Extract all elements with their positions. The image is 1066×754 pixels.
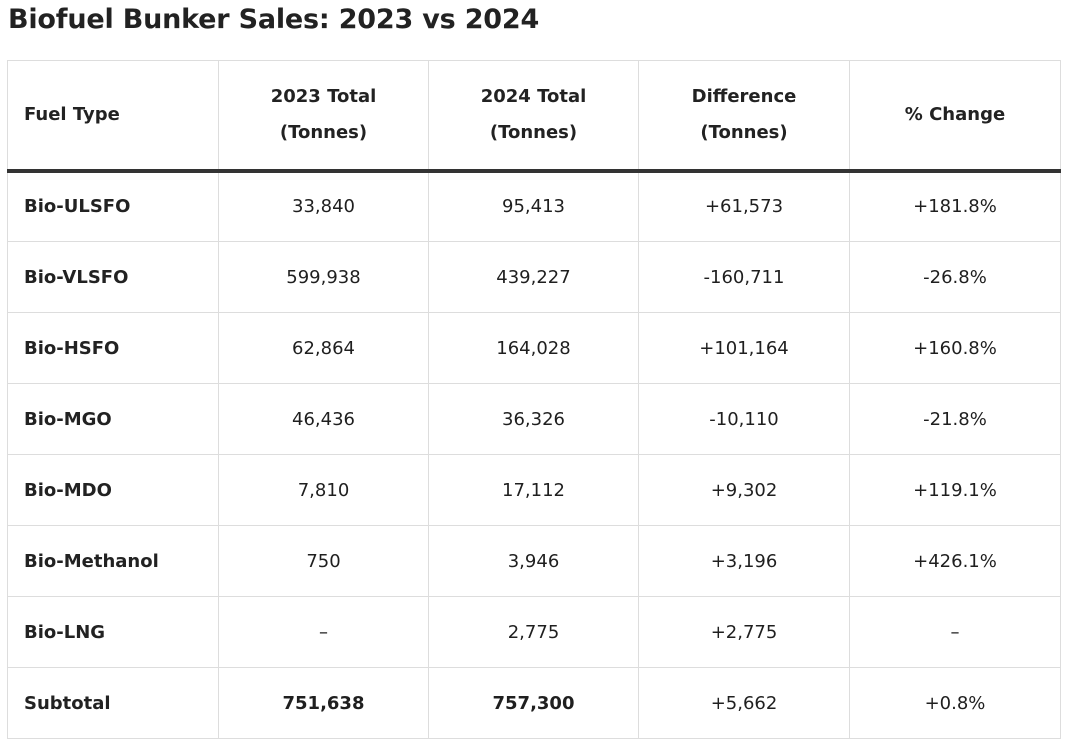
cell-2023-total: 33,840	[218, 170, 429, 242]
cell-percent-change: -21.8%	[849, 383, 1061, 455]
cell-2024-total: 2,775	[428, 596, 639, 668]
cell-subtotal-difference: +5,662	[638, 667, 850, 739]
cell-2023-total: 46,436	[218, 383, 429, 455]
cell-percent-change: +160.8%	[849, 312, 1061, 384]
cell-percent-change: +181.8%	[849, 170, 1061, 242]
table-row: Bio-Methanol 750 3,946 +3,196 +426.1%	[7, 525, 1061, 597]
header-percent-change: % Change	[849, 60, 1061, 173]
header-difference-line2: (Tonnes)	[700, 121, 788, 143]
cell-fuel-type: Bio-MGO	[7, 383, 219, 455]
cell-2023-total: 7,810	[218, 454, 429, 526]
header-fuel-type-label: Fuel Type	[24, 103, 120, 125]
table-row: Bio-MDO 7,810 17,112 +9,302 +119.1%	[7, 454, 1061, 526]
header-2024-total-line2: (Tonnes)	[489, 121, 578, 143]
cell-2023-total: –	[218, 596, 429, 668]
cell-difference: -10,110	[638, 383, 850, 455]
table-row: Bio-HSFO 62,864 164,028 +101,164 +160.8%	[7, 312, 1061, 384]
subtotal-row: Subtotal 751,638 757,300 +5,662 +0.8%	[7, 667, 1061, 739]
cell-fuel-type: Bio-Methanol	[7, 525, 219, 597]
cell-difference: +3,196	[638, 525, 850, 597]
cell-2024-total: 95,413	[428, 170, 639, 242]
cell-2023-total: 62,864	[218, 312, 429, 384]
cell-subtotal-2024: 757,300	[428, 667, 639, 739]
cell-difference: +9,302	[638, 454, 850, 526]
cell-difference: +2,775	[638, 596, 850, 668]
cell-percent-change: -26.8%	[849, 241, 1061, 313]
cell-percent-change: +119.1%	[849, 454, 1061, 526]
page-title: Biofuel Bunker Sales: 2023 vs 2024	[8, 4, 540, 35]
cell-fuel-type: Bio-ULSFO	[7, 170, 219, 242]
cell-fuel-type: Bio-MDO	[7, 454, 219, 526]
header-percent-change-label: % Change	[904, 103, 1006, 125]
table-row: Bio-VLSFO 599,938 439,227 -160,711 -26.8…	[7, 241, 1061, 313]
cell-subtotal-2023: 751,638	[218, 667, 429, 739]
cell-2024-total: 36,326	[428, 383, 639, 455]
table-header-row: Fuel Type 2023 Total (Tonnes) 2024 Total…	[7, 60, 1061, 173]
table-row: Bio-ULSFO 33,840 95,413 +61,573 +181.8%	[7, 170, 1061, 242]
cell-percent-change: –	[849, 596, 1061, 668]
cell-fuel-type: Bio-VLSFO	[7, 241, 219, 313]
cell-difference: -160,711	[638, 241, 850, 313]
header-2023-total: 2023 Total (Tonnes)	[218, 60, 429, 173]
cell-difference: +101,164	[638, 312, 850, 384]
header-2023-total-line1: 2023 Total	[270, 85, 377, 107]
cell-percent-change: +426.1%	[849, 525, 1061, 597]
header-difference-line1: Difference	[691, 85, 797, 107]
table-row: Bio-LNG – 2,775 +2,775 –	[7, 596, 1061, 668]
cell-fuel-type: Bio-HSFO	[7, 312, 219, 384]
header-fuel-type: Fuel Type	[7, 60, 219, 173]
cell-subtotal-percent-change: +0.8%	[849, 667, 1061, 739]
table-row: Bio-MGO 46,436 36,326 -10,110 -21.8%	[7, 383, 1061, 455]
header-2023-total-line2: (Tonnes)	[279, 121, 368, 143]
cell-2024-total: 164,028	[428, 312, 639, 384]
cell-2024-total: 17,112	[428, 454, 639, 526]
cell-subtotal-label: Subtotal	[7, 667, 219, 739]
cell-2024-total: 3,946	[428, 525, 639, 597]
cell-2024-total: 439,227	[428, 241, 639, 313]
cell-2023-total: 599,938	[218, 241, 429, 313]
header-2024-total: 2024 Total (Tonnes)	[428, 60, 639, 173]
cell-fuel-type: Bio-LNG	[7, 596, 219, 668]
header-difference: Difference (Tonnes)	[638, 60, 850, 173]
cell-difference: +61,573	[638, 170, 850, 242]
header-2024-total-line1: 2024 Total	[480, 85, 587, 107]
biofuel-sales-table: Fuel Type 2023 Total (Tonnes) 2024 Total…	[7, 60, 1061, 739]
cell-2023-total: 750	[218, 525, 429, 597]
